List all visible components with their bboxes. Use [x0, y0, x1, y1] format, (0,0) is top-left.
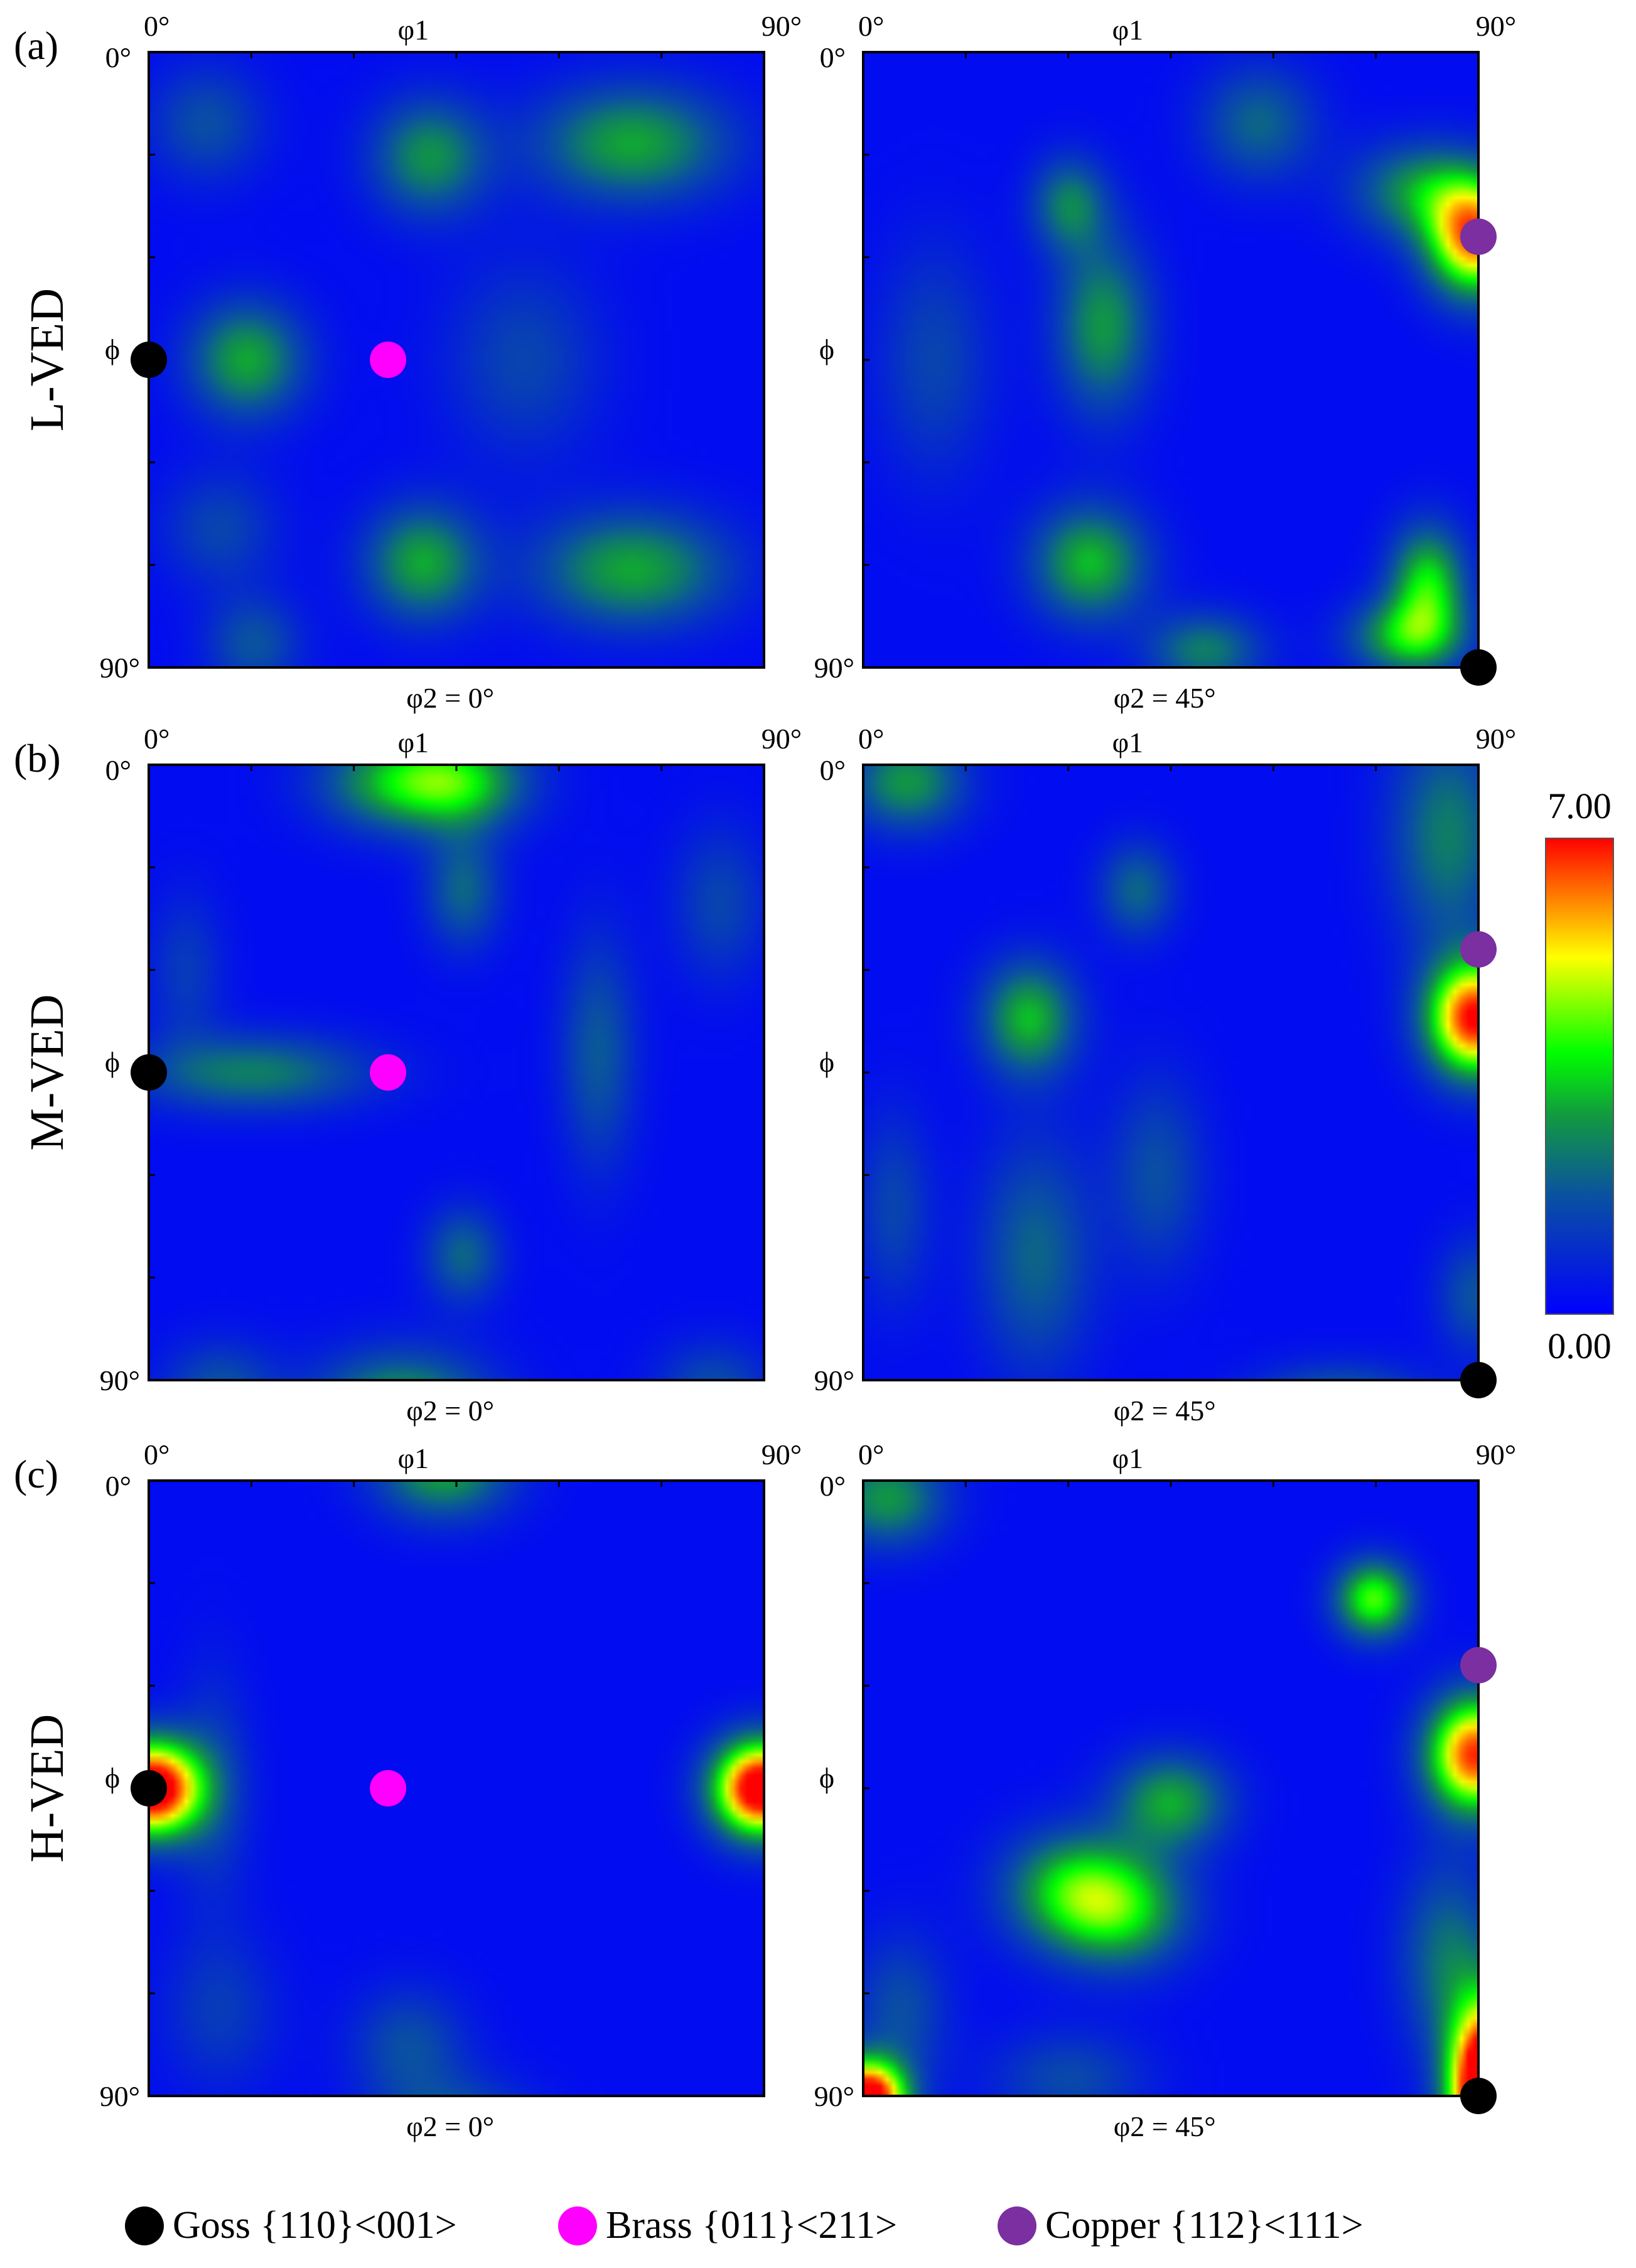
top-right-tick-label: 90° — [761, 1439, 802, 1471]
copper-marker — [1460, 1647, 1497, 1683]
left-bottom-tick-label: 90° — [99, 2080, 140, 2112]
goss-marker — [131, 1054, 167, 1091]
odf-section-l-ved-phi2-0 — [131, 51, 765, 669]
top-right-tick-label: 90° — [1475, 1439, 1517, 1471]
phi1-axis-label: φ1 — [1112, 14, 1144, 46]
top-left-tick-label: 0° — [858, 10, 885, 42]
copper-marker — [1460, 219, 1497, 255]
phi2-section-label: φ2 = 45° — [1113, 682, 1216, 714]
goss-legend-label: Goss {110}<001> — [173, 2204, 457, 2247]
top-right-tick-label: 90° — [761, 723, 802, 755]
top-left-tick-label: 0° — [144, 723, 170, 755]
top-right-tick-label: 90° — [1475, 10, 1517, 42]
goss-marker — [1460, 2078, 1497, 2114]
row-label: M-VED — [21, 994, 73, 1151]
left-top-tick-label: 0° — [105, 41, 131, 73]
brass-legend-marker — [558, 2206, 597, 2245]
goss-marker — [131, 342, 167, 378]
brass-marker — [370, 342, 407, 378]
left-top-tick-label: 0° — [819, 754, 846, 786]
copper-legend-marker — [998, 2206, 1036, 2245]
heatmap-image — [863, 765, 1478, 1380]
colorbar-gradient — [1545, 838, 1614, 1315]
left-top-tick-label: 0° — [105, 1470, 131, 1502]
phi-axis-label: ϕ — [104, 1761, 121, 1794]
brass-marker — [370, 1770, 407, 1806]
phi-axis-label: ϕ — [819, 1761, 835, 1794]
phi1-axis-label: φ1 — [1112, 726, 1144, 759]
odf-section-l-ved-phi2-45 — [862, 51, 1497, 686]
panel-letter: (a) — [14, 23, 59, 68]
phi-axis-label: ϕ — [819, 333, 835, 365]
panel-letter: (c) — [14, 1452, 59, 1496]
odf-section-m-ved-phi2-45 — [862, 764, 1497, 1398]
copper-marker — [1460, 931, 1497, 968]
heatmap-image — [863, 52, 1478, 667]
top-right-tick-label: 90° — [761, 10, 802, 42]
left-bottom-tick-label: 90° — [814, 2080, 854, 2112]
heatmap-image — [149, 52, 764, 667]
left-bottom-tick-label: 90° — [814, 1364, 854, 1396]
phi-axis-label: ϕ — [104, 333, 121, 365]
odf-section-m-ved-phi2-0 — [131, 764, 765, 1381]
top-left-tick-label: 0° — [144, 10, 170, 42]
brass-legend-label: Brass {011}<211> — [606, 2204, 898, 2247]
heatmap-image — [149, 765, 764, 1380]
row-label: L-VED — [21, 288, 73, 431]
phi1-axis-label: φ1 — [397, 14, 429, 46]
phi2-section-label: φ2 = 45° — [1113, 1395, 1216, 1427]
phi2-section-label: φ2 = 45° — [1113, 2110, 1216, 2142]
heatmap-image — [863, 1481, 1478, 2096]
phi-axis-label: ϕ — [104, 1045, 121, 1078]
top-left-tick-label: 0° — [858, 723, 885, 755]
goss-marker — [1460, 1362, 1497, 1398]
goss-legend-marker — [125, 2206, 164, 2245]
colorbar — [1545, 838, 1614, 1315]
left-bottom-tick-label: 90° — [99, 652, 140, 684]
top-left-tick-label: 0° — [144, 1439, 170, 1471]
row-label: H-VED — [21, 1714, 73, 1863]
left-bottom-tick-label: 90° — [99, 1364, 140, 1396]
brass-marker — [370, 1054, 407, 1091]
odf-section-h-ved-phi2-45 — [862, 1479, 1497, 2114]
left-top-tick-label: 0° — [819, 41, 846, 73]
left-top-tick-label: 0° — [105, 754, 131, 786]
colorbar-min-label: 0.00 — [1547, 1326, 1612, 1366]
top-left-tick-label: 0° — [858, 1439, 885, 1471]
phi2-section-label: φ2 = 0° — [406, 1395, 495, 1427]
copper-legend-label: Copper {112}<111> — [1045, 2204, 1364, 2247]
heatmap-image — [149, 1481, 764, 2096]
odf-section-h-ved-phi2-0 — [131, 1479, 765, 2097]
phi1-axis-label: φ1 — [397, 1442, 429, 1474]
left-bottom-tick-label: 90° — [814, 652, 854, 684]
goss-marker — [1460, 649, 1497, 686]
goss-marker — [131, 1770, 167, 1806]
phi1-axis-label: φ1 — [397, 726, 429, 759]
left-top-tick-label: 0° — [819, 1470, 846, 1502]
phi2-section-label: φ2 = 0° — [406, 682, 495, 714]
phi-axis-label: ϕ — [819, 1045, 835, 1078]
panel-letter: (b) — [14, 736, 61, 780]
phi2-section-label: φ2 = 0° — [406, 2110, 495, 2142]
colorbar-max-label: 7.00 — [1547, 786, 1612, 826]
phi1-axis-label: φ1 — [1112, 1442, 1144, 1474]
top-right-tick-label: 90° — [1475, 723, 1517, 755]
